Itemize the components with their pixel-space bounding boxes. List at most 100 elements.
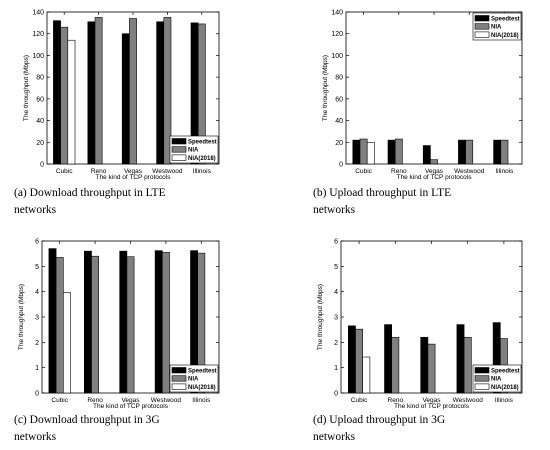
legend-label: NIA(2018) xyxy=(188,156,216,162)
y-tick-label: 100 xyxy=(32,53,44,60)
legend-label: NIA(2018) xyxy=(188,385,216,391)
bar-nia xyxy=(94,17,103,165)
legend-label: NIA xyxy=(188,377,199,383)
chart-panel-3: 0 1 2 3 4 5 6 The throughput (Mbps) Cubic Reno Veg… xyxy=(317,239,523,410)
x-tick-label: Westwood xyxy=(151,397,182,404)
bar-nia xyxy=(197,23,206,165)
y-tick-label: 140 xyxy=(32,10,44,17)
bar-nia xyxy=(60,26,69,165)
bar-nia xyxy=(126,256,135,394)
caption-b: (b) Upload throughput in LTE networks xyxy=(313,187,452,216)
y-tick-label: 80 xyxy=(335,75,343,82)
x-axis-label: The kind of TCP protocols xyxy=(93,403,169,410)
bar-speedtest xyxy=(121,33,130,165)
x-tick-label: Illinois xyxy=(192,397,211,404)
bar-nia xyxy=(391,336,400,394)
x-axis-label: The kind of TCP protocols xyxy=(397,174,473,181)
bar-speedtest xyxy=(384,324,392,394)
x-tick-label: Westwood xyxy=(453,397,484,404)
bar-speedtest xyxy=(347,325,356,394)
y-tick-label: 0 xyxy=(35,391,39,398)
legend-swatch xyxy=(474,367,490,374)
legend-swatch xyxy=(171,375,187,382)
x-tick-label: Vegas xyxy=(124,168,143,175)
y-tick-label: 4 xyxy=(35,289,39,296)
x-tick-label: Westwood xyxy=(152,168,183,175)
legend-swatch xyxy=(474,15,490,22)
x-tick-label: Westwood xyxy=(454,168,485,175)
bar-nia xyxy=(197,252,206,394)
legend-swatch xyxy=(171,154,187,161)
y-tick-label: 5 xyxy=(35,264,39,271)
y-tick-label: 120 xyxy=(32,31,44,38)
chart-panel-0: 0 20 40 60 80 100 120 140 The throughput (Mbps) C… xyxy=(23,10,220,181)
y-tick-label: 100 xyxy=(331,53,343,60)
bar-nia xyxy=(394,138,403,165)
bar-nia-2018- xyxy=(362,356,371,394)
x-tick-label: Reno xyxy=(388,397,404,404)
bar-nia xyxy=(55,257,64,394)
bar-nia xyxy=(427,343,436,394)
legend-label: NIA(2018) xyxy=(491,33,519,39)
y-tick-label: 0 xyxy=(40,162,44,169)
y-axis-label: The throughput (Mbps) xyxy=(18,284,25,350)
legend-label: NIA xyxy=(491,377,502,383)
x-axis-label: The kind of TCP protocols xyxy=(96,174,172,181)
bar-speedtest xyxy=(456,324,465,394)
legend-swatch xyxy=(474,23,490,30)
y-axis-label: The throughput (Mbps) xyxy=(322,55,329,121)
x-tick-label: Reno xyxy=(91,168,107,175)
x-tick-label: Cubic xyxy=(351,397,368,404)
bar-speedtest xyxy=(352,139,361,165)
y-tick-label: 6 xyxy=(334,239,338,246)
y-tick-label: 5 xyxy=(334,264,338,271)
bar-nia xyxy=(430,159,438,165)
legend: Speedtest NIA NIA(2018) xyxy=(169,135,219,164)
legend-label: NIA xyxy=(491,25,502,31)
legend-swatch xyxy=(474,375,490,382)
legend-swatch xyxy=(474,31,490,38)
bar-nia xyxy=(500,139,509,165)
bar-nia xyxy=(359,138,368,165)
y-tick-label: 20 xyxy=(335,140,343,147)
caption-c: (c) Download throughput in 3G networks xyxy=(14,414,160,443)
bar-nia xyxy=(162,252,170,394)
y-tick-label: 2 xyxy=(35,340,39,347)
bar-speedtest xyxy=(458,139,466,165)
bar-nia xyxy=(129,18,137,165)
legend-label: Speedtest xyxy=(188,369,217,375)
legend-label: NIA(2018) xyxy=(491,385,519,391)
bar-nia xyxy=(355,328,363,394)
chart-panel-2: 0 1 2 3 4 5 6 The throughput (Mbps) Cubic Reno Veg… xyxy=(18,239,220,410)
legend-swatch xyxy=(171,383,187,390)
legend-swatch xyxy=(171,138,187,145)
x-tick-label: Reno xyxy=(87,397,103,404)
x-tick-label: Cubic xyxy=(56,168,73,175)
x-tick-label: Vegas xyxy=(121,397,140,404)
y-tick-label: 6 xyxy=(35,239,39,246)
caption-a: (a) Download throughput in LTE networks xyxy=(14,187,166,216)
bar-nia xyxy=(91,255,99,394)
y-tick-label: 60 xyxy=(36,96,44,103)
legend-swatch xyxy=(171,367,187,374)
y-tick-label: 60 xyxy=(335,96,343,103)
bar-speedtest xyxy=(156,21,165,165)
x-tick-label: Cubic xyxy=(355,168,372,175)
legend-label: Speedtest xyxy=(491,369,520,375)
y-tick-label: 40 xyxy=(36,118,44,125)
chart-panel-1: 0 20 40 60 80 100 120 140 The throughput (Mbps) C… xyxy=(322,10,523,181)
bar-speedtest xyxy=(53,20,61,165)
x-tick-label: Cubic xyxy=(51,397,68,404)
x-tick-label: Illinois xyxy=(495,168,514,175)
bar-nia-2018- xyxy=(62,292,71,394)
legend-swatch xyxy=(474,383,490,390)
x-tick-label: Reno xyxy=(391,168,407,175)
y-tick-label: 20 xyxy=(36,140,44,147)
bar-speedtest xyxy=(87,21,96,165)
y-tick-label: 40 xyxy=(335,118,343,125)
x-tick-label: Vegas xyxy=(425,168,444,175)
x-tick-label: Illinois xyxy=(495,397,514,404)
x-tick-label: Vegas xyxy=(422,397,441,404)
bar-speedtest xyxy=(84,250,92,394)
